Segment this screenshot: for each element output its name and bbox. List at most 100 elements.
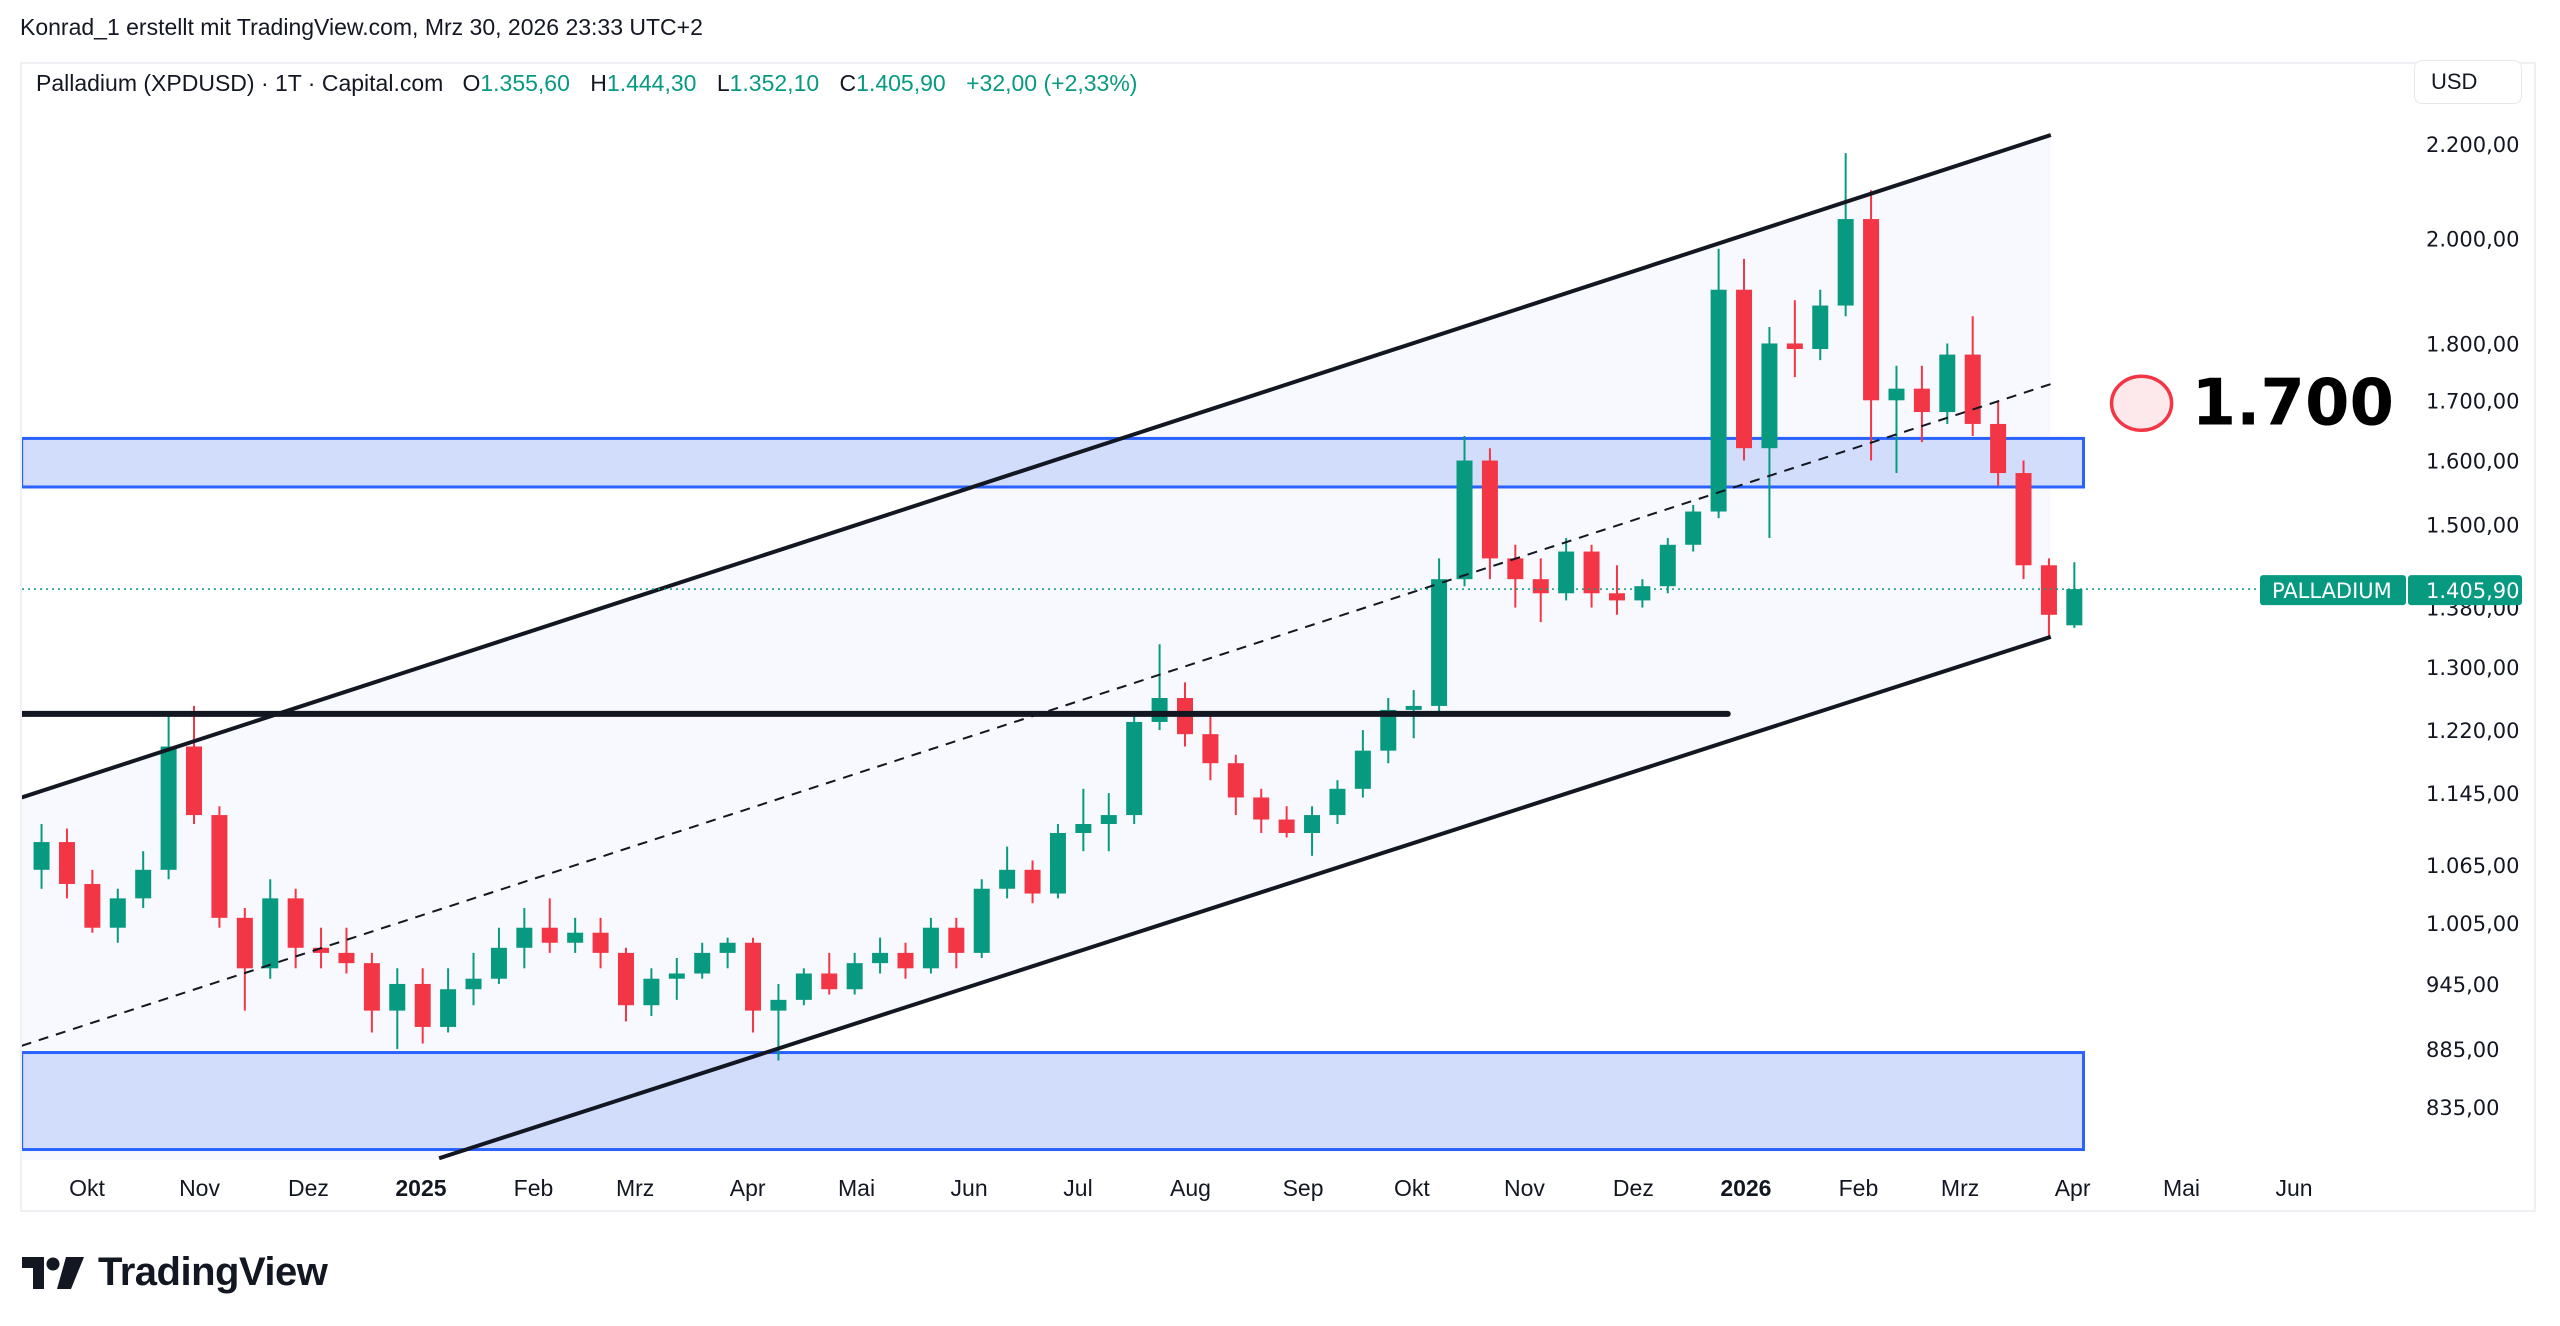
candle	[58, 828, 75, 899]
price-tick-label: 1.600,00	[2426, 450, 2520, 474]
candle	[1278, 806, 1295, 838]
candle-body	[999, 869, 1016, 889]
candle-body	[287, 898, 304, 948]
candle-body	[338, 952, 355, 964]
candle-body	[821, 973, 838, 990]
candle	[1558, 538, 1575, 601]
candle	[2066, 562, 2083, 628]
candle-body	[1786, 343, 1803, 350]
candle-body	[1024, 869, 1041, 894]
candle	[1354, 730, 1371, 798]
last-price-value: 1.405,90	[2426, 579, 2520, 603]
price-axis[interactable]: 2.200,00 2.000,00 1.800,00 1.700,00 1.600,00…	[2260, 133, 2522, 1120]
candle-body	[389, 983, 406, 1011]
candle	[999, 846, 1016, 899]
candle	[1456, 435, 1473, 587]
candle-body	[948, 927, 965, 953]
candle-body	[160, 746, 177, 870]
time-tick-label: Nov	[1504, 1175, 1545, 1201]
candle-body	[1431, 579, 1448, 706]
candle-body	[236, 917, 253, 969]
candle	[541, 898, 558, 953]
candle	[1532, 558, 1549, 623]
candle	[897, 942, 914, 979]
candle	[617, 947, 634, 1022]
candle-body	[1481, 460, 1498, 559]
candle	[1812, 289, 1829, 361]
candle-body	[617, 952, 634, 1006]
channel-upper-line[interactable]	[22, 133, 2052, 800]
candle-body	[186, 746, 203, 816]
high-value: 1.444,30	[606, 70, 697, 96]
support-zone[interactable]	[22, 1051, 2086, 1152]
low-value: 1.352,10	[729, 70, 820, 96]
candle	[389, 968, 406, 1050]
price-tick-label: 1.800,00	[2426, 332, 2520, 356]
candle	[1786, 300, 1803, 378]
symbol-legend: Palladium (XPDUSD) · 1T · Capital.com O1…	[36, 70, 1137, 97]
candle-body	[1227, 763, 1244, 798]
change-value: +32,00 (+2,33%)	[966, 70, 1138, 96]
time-axis[interactable]: Okt Nov Dez 2025 Feb Mrz Apr Mai Jun Jul Aug Sep Okt…	[69, 1175, 2312, 1201]
tradingview-logo: TradingView	[22, 1250, 328, 1295]
candle	[186, 705, 203, 824]
candle-body	[109, 898, 126, 928]
price-tick-label: 945,00	[2426, 973, 2499, 997]
candle-body	[1939, 354, 1956, 413]
time-tick-label: Feb	[1839, 1175, 1879, 1201]
candle-body	[541, 927, 558, 943]
candle	[922, 917, 939, 974]
candle	[338, 927, 355, 974]
candle-body	[1380, 709, 1397, 751]
candle	[694, 942, 711, 979]
candle	[363, 952, 380, 1033]
circle-marker-icon	[2109, 374, 2174, 433]
candle-body	[262, 898, 279, 969]
candle	[1202, 713, 1219, 781]
candle-body	[58, 842, 75, 884]
candle-body	[1049, 832, 1066, 894]
candle-body	[1812, 305, 1829, 350]
candle	[109, 888, 126, 943]
time-tick-label: Feb	[514, 1175, 554, 1201]
price-tick-label: 1.065,00	[2426, 854, 2520, 878]
candle-body	[363, 963, 380, 1011]
candle-body	[1863, 219, 1880, 401]
candle	[1964, 316, 1981, 436]
time-tick-label: Mai	[838, 1175, 875, 1201]
currency-button[interactable]: USD	[2414, 60, 2522, 104]
annotation-text: 1.700	[2192, 366, 2394, 440]
tradingview-logo-icon	[22, 1256, 84, 1289]
time-tick-label: Dez	[288, 1175, 329, 1201]
price-tick-label: 1.220,00	[2426, 719, 2520, 743]
candle-body	[490, 947, 507, 979]
channel-lower-line[interactable]	[438, 634, 2052, 1160]
candle	[1049, 823, 1066, 899]
open-value: 1.355,60	[480, 70, 570, 96]
candle-body	[33, 842, 50, 870]
candle	[1100, 793, 1117, 852]
candle-body	[1075, 823, 1092, 833]
time-tick-label: Jun	[2275, 1175, 2312, 1201]
candle-body	[1278, 819, 1295, 833]
zones-layer	[22, 436, 2086, 1152]
price-tick-label: 1.145,00	[2426, 782, 2520, 806]
candle	[1736, 258, 1753, 461]
time-tick-label: Sep	[1283, 1175, 1324, 1201]
candle-body	[2015, 473, 2032, 566]
time-tick-label: Dez	[1613, 1175, 1654, 1201]
candle	[262, 879, 279, 979]
high-label: H	[590, 70, 607, 96]
channel-fill-layer	[22, 135, 2051, 1160]
time-tick-label: Mai	[2163, 1175, 2200, 1201]
time-tick-label: Apr	[730, 1175, 766, 1201]
time-tick-label: Nov	[179, 1175, 220, 1201]
candle	[1990, 400, 2007, 486]
candle-body	[135, 869, 152, 899]
candle-body	[1634, 586, 1651, 601]
candle	[84, 869, 101, 933]
candle-body	[1532, 579, 1549, 594]
candle	[1863, 190, 1880, 461]
symbol-name[interactable]: Palladium (XPDUSD) · 1T · Capital.com	[36, 70, 444, 96]
